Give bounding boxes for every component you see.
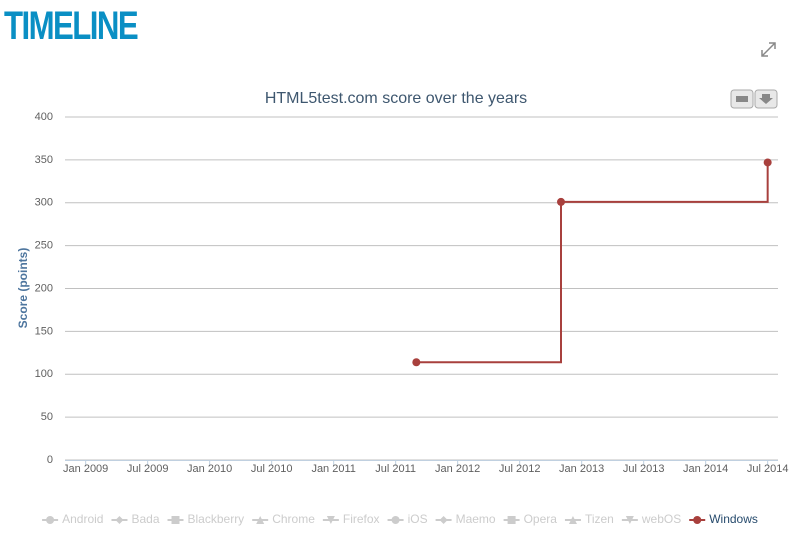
download-button[interactable] xyxy=(754,89,778,109)
y-tick-label: 150 xyxy=(35,325,53,337)
y-tick-label: 250 xyxy=(35,240,53,252)
x-tick-label: Jan 2013 xyxy=(559,463,604,475)
legend-label: Firefox xyxy=(343,512,380,526)
legend-item[interactable]: Windows xyxy=(689,512,758,526)
legend-item[interactable]: Blackberry xyxy=(167,512,245,526)
legend-label: Blackberry xyxy=(188,512,245,526)
point-marker xyxy=(557,197,565,206)
legend-symbol xyxy=(439,516,448,524)
y-tick-label: 50 xyxy=(41,411,53,423)
legend-item[interactable]: Chrome xyxy=(252,512,315,526)
legend-label: Opera xyxy=(524,512,558,526)
x-tick-label: Jul 2009 xyxy=(127,463,169,475)
legend-item[interactable]: Maemo xyxy=(435,512,496,526)
chart-title: HTML5test.com score over the years xyxy=(265,90,527,107)
legend-item[interactable]: Tizen xyxy=(564,512,614,526)
legend-symbol xyxy=(693,516,702,524)
legend-label: Bada xyxy=(131,512,159,526)
y-tick-label: 400 xyxy=(35,111,53,123)
legend-symbol xyxy=(171,516,180,524)
legend-label: Maemo xyxy=(456,512,496,526)
legend: Android Bada Blackberry Chrome Firefox iOS Mae… xyxy=(42,512,758,526)
legend-item[interactable]: webOS xyxy=(621,512,681,526)
legend-symbol xyxy=(115,516,124,524)
page-title: TIMELINE xyxy=(4,4,139,48)
x-tick-label: Jan 2011 xyxy=(311,463,355,475)
x-tick-label: Jul 2012 xyxy=(499,463,541,475)
expand-icon[interactable] xyxy=(761,42,776,57)
y-tick-label: 200 xyxy=(35,282,53,294)
print-button[interactable] xyxy=(730,89,754,109)
legend-symbol xyxy=(391,516,400,524)
y-tick-label: 0 xyxy=(47,454,53,466)
x-tick-label: Jul 2013 xyxy=(623,463,665,475)
x-tick-label: Jul 2011 xyxy=(375,463,416,475)
x-tick-label: Jan 2009 xyxy=(63,463,108,475)
legend-label: Android xyxy=(62,512,103,526)
y-axis-label: Score (points) xyxy=(16,248,30,329)
legend-label: webOS xyxy=(641,512,681,526)
legend-symbol xyxy=(256,516,265,524)
legend-label: iOS xyxy=(408,512,428,526)
x-tick-label: Jul 2010 xyxy=(251,463,293,475)
x-tick-label: Jul 2014 xyxy=(747,463,789,475)
legend-symbol xyxy=(568,516,577,524)
legend-label: Chrome xyxy=(272,512,315,526)
y-tick-label: 100 xyxy=(35,368,53,380)
legend-symbol xyxy=(625,516,634,524)
legend-item[interactable]: Android xyxy=(42,512,103,526)
legend-symbol xyxy=(326,516,335,524)
x-tick-label: Jan 2010 xyxy=(187,463,232,475)
legend-label: Windows xyxy=(709,512,758,526)
point-marker xyxy=(412,358,421,367)
legend-item[interactable]: Opera xyxy=(503,512,558,526)
legend-symbol xyxy=(46,516,55,524)
y-tick-label: 350 xyxy=(35,154,53,166)
x-tick-label: Jan 2012 xyxy=(435,463,480,475)
legend-item[interactable]: iOS xyxy=(387,512,428,526)
series-line xyxy=(416,162,769,364)
legend-symbol xyxy=(507,516,516,524)
legend-label: Tizen xyxy=(585,512,614,526)
legend-item[interactable]: Bada xyxy=(111,512,160,526)
point-marker xyxy=(763,158,772,167)
y-tick-label: 300 xyxy=(35,197,53,209)
legend-item[interactable]: Firefox xyxy=(322,512,380,526)
x-tick-label: Jan 2014 xyxy=(683,463,728,475)
